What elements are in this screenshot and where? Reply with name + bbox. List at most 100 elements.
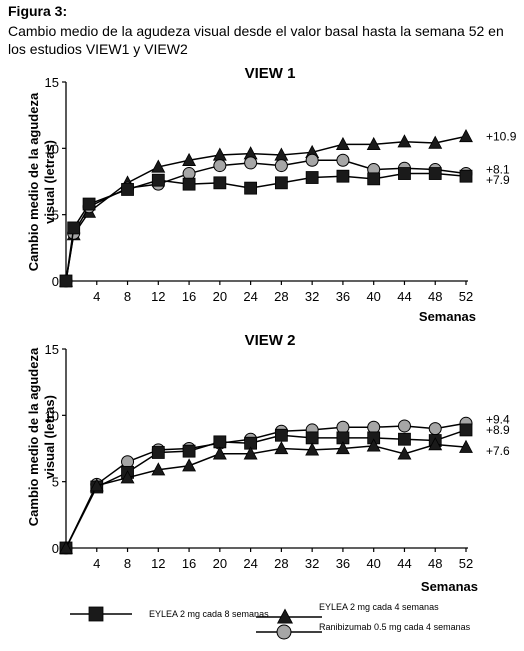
data-point-eylea8	[428, 167, 442, 180]
data-point-rani	[336, 153, 350, 167]
legend-marker-square	[88, 606, 104, 622]
data-point-eylea8	[182, 177, 196, 191]
data-point-eylea8	[82, 197, 96, 211]
x-tick-label: 24	[243, 289, 257, 304]
x-tick-label: 24	[243, 556, 257, 571]
data-point-rani	[121, 455, 135, 469]
data-point-rani	[336, 420, 350, 434]
data-point-eylea8	[244, 181, 258, 195]
data-point-eylea8	[213, 435, 227, 449]
data-point-eylea4	[366, 136, 381, 151]
y-tick-label: 0	[52, 541, 59, 556]
y-tick-label: 5	[52, 475, 59, 490]
x-tick-label: 40	[366, 556, 380, 571]
data-point-eylea4	[182, 458, 197, 472]
data-point-eylea4	[428, 135, 443, 149]
x-tick-label: 44	[397, 556, 411, 571]
legend-item-rani: Ranibizumab 0.5 mg cada 4 semanas	[256, 622, 471, 640]
y-axis-label: Cambio medio de la agudezavisual (letras…	[26, 347, 57, 526]
series-eylea8: +8.9	[59, 423, 510, 555]
y-tick-label: 0	[52, 274, 59, 289]
data-point-eylea4	[120, 470, 135, 484]
end-value-label-eylea8: +7.9	[486, 173, 510, 187]
x-tick-label: 20	[213, 556, 227, 571]
x-tick-label: 36	[336, 289, 350, 304]
x-tick-label: 16	[182, 556, 196, 571]
data-point-eylea4	[397, 446, 412, 460]
data-point-eylea8	[459, 169, 473, 183]
x-tick-label: 48	[428, 556, 442, 571]
x-tick-label: 8	[124, 289, 131, 304]
series-eylea4: +10.9	[59, 128, 517, 287]
legend-marker-circle	[276, 624, 292, 640]
legend-marker-triangle	[276, 608, 294, 624]
data-point-eylea8	[213, 176, 227, 190]
x-axis-label: Semanas	[421, 579, 478, 594]
x-tick-label: 36	[336, 556, 350, 571]
data-point-eylea8	[151, 446, 165, 459]
y-tick-label: 10	[45, 408, 59, 423]
x-tick-label: 4	[93, 556, 100, 571]
x-tick-label: 12	[151, 556, 165, 571]
x-tick-label: 16	[182, 289, 196, 304]
x-tick-label: 52	[459, 556, 473, 571]
data-point-eylea8	[274, 176, 288, 190]
x-tick-label: 28	[274, 289, 288, 304]
series-line-eylea4	[65, 135, 467, 282]
data-point-eylea8	[121, 183, 134, 196]
data-point-eylea4	[397, 134, 412, 148]
data-point-eylea4	[212, 446, 227, 460]
data-point-eylea4	[459, 128, 473, 143]
x-tick-label: 32	[305, 289, 319, 304]
data-point-eylea8	[367, 172, 381, 186]
legend-label: Ranibizumab 0.5 mg cada 4 semanas	[319, 622, 471, 632]
data-point-eylea8	[274, 428, 288, 442]
end-value-label-rani: +9.4	[486, 412, 510, 426]
data-point-eylea4	[151, 159, 166, 173]
legend-item-eylea8: EYLEA 2 mg cada 8 semanas	[70, 606, 269, 622]
data-point-eylea4	[459, 439, 473, 453]
legend-item-eylea4: EYLEA 2 mg cada 4 semanas	[256, 602, 439, 624]
series-eylea4: +7.6	[59, 437, 510, 554]
data-point-rani	[305, 153, 319, 167]
data-point-rani	[182, 167, 196, 181]
legend-label: EYLEA 2 mg cada 4 semanas	[319, 602, 439, 612]
data-point-eylea4	[243, 446, 258, 460]
x-tick-label: 48	[428, 289, 442, 304]
data-point-rani	[213, 159, 227, 173]
data-point-eylea4	[274, 441, 289, 455]
series-line-eylea8	[65, 429, 467, 549]
data-point-eylea4	[305, 442, 320, 456]
data-point-eylea4	[59, 540, 73, 554]
figure-label: Figura 3:	[8, 3, 68, 19]
end-value-label-eylea4: +7.6	[486, 444, 510, 458]
data-point-eylea4	[335, 441, 350, 455]
y-tick-label: 10	[45, 141, 59, 156]
data-point-rani	[244, 156, 258, 170]
data-point-eylea8	[305, 171, 319, 184]
data-point-eylea8	[182, 444, 196, 458]
x-tick-label: 32	[305, 556, 319, 571]
series-line-eylea4	[65, 443, 467, 549]
legend: EYLEA 2 mg cada 8 semanas EYLEA 2 mg cada…	[70, 602, 471, 640]
series-eylea8: +7.9	[59, 167, 510, 288]
data-point-eylea8	[67, 221, 81, 235]
data-point-eylea8	[305, 431, 319, 445]
x-tick-label: 44	[397, 289, 411, 304]
x-tick-label: 28	[274, 556, 288, 571]
data-point-eylea8	[398, 167, 411, 180]
x-tick-label: 12	[151, 289, 165, 304]
y-tick-label: 15	[45, 75, 59, 90]
data-point-rani	[428, 422, 442, 436]
data-point-eylea4	[335, 136, 350, 151]
y-axis-label: Cambio medio de la agudezavisual (letras…	[26, 92, 57, 271]
data-point-rani	[397, 419, 411, 433]
data-point-eylea8	[398, 432, 411, 446]
x-tick-label: 8	[124, 556, 131, 571]
figure-caption: Cambio medio de la agudeza visual desde …	[8, 23, 504, 57]
data-point-eylea8	[336, 169, 350, 183]
y-tick-label: 5	[52, 208, 59, 223]
data-point-eylea4	[366, 438, 381, 452]
data-point-rani	[367, 420, 381, 434]
